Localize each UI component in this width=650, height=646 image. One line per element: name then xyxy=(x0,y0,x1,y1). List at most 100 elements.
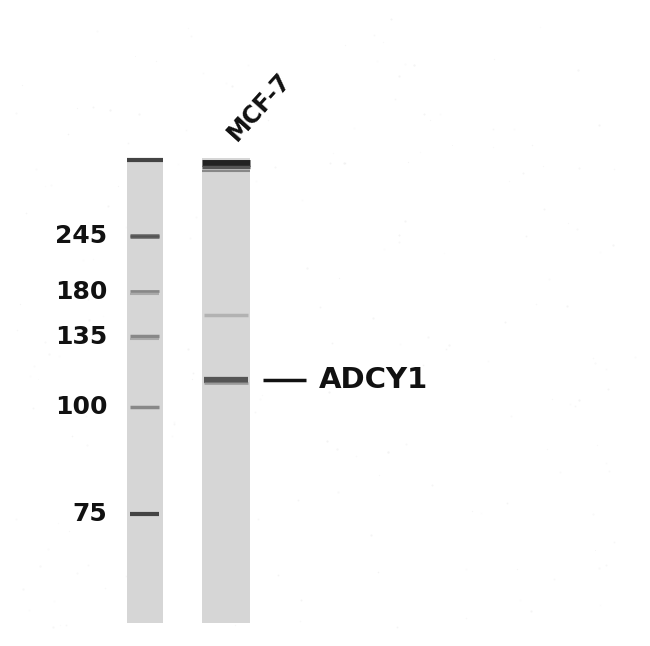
Point xyxy=(427,480,437,490)
Point xyxy=(20,207,31,218)
Point xyxy=(378,244,389,255)
Text: 245: 245 xyxy=(55,224,107,248)
Point xyxy=(296,194,307,205)
Point xyxy=(573,65,583,75)
Point xyxy=(84,315,94,325)
Point xyxy=(334,273,345,283)
Point xyxy=(17,79,27,90)
Point xyxy=(113,180,124,191)
Point xyxy=(378,37,388,47)
Point xyxy=(608,240,619,251)
Point xyxy=(24,371,34,381)
Point xyxy=(124,185,135,195)
Point xyxy=(103,201,113,211)
Point xyxy=(148,605,158,616)
Point xyxy=(461,613,471,623)
Point xyxy=(504,176,514,186)
Point xyxy=(424,114,435,125)
Point xyxy=(488,124,499,134)
Point xyxy=(467,506,477,516)
Point xyxy=(44,349,54,359)
Point xyxy=(183,344,194,355)
Point xyxy=(328,148,338,158)
Point xyxy=(53,517,64,528)
Point xyxy=(98,311,109,322)
Point xyxy=(595,599,605,610)
Point xyxy=(181,125,191,135)
Text: 75: 75 xyxy=(73,501,107,526)
Point xyxy=(332,486,343,497)
Text: MCF-7: MCF-7 xyxy=(223,68,296,145)
Point xyxy=(221,517,231,527)
Point xyxy=(220,78,231,89)
Text: 135: 135 xyxy=(55,325,107,349)
Point xyxy=(526,606,536,616)
Point xyxy=(232,190,242,200)
Point xyxy=(183,23,194,33)
Point xyxy=(187,374,197,384)
Point xyxy=(527,140,538,150)
Point xyxy=(64,526,75,536)
Point xyxy=(588,509,599,519)
Point xyxy=(443,340,454,351)
Point xyxy=(40,337,51,348)
Point xyxy=(81,410,92,421)
Point xyxy=(250,407,261,417)
Point xyxy=(296,595,307,605)
Text: 180: 180 xyxy=(55,280,107,304)
Point xyxy=(352,356,363,366)
Point xyxy=(81,440,92,450)
Point xyxy=(60,620,71,630)
Point xyxy=(242,396,252,406)
Point xyxy=(538,161,549,171)
Point xyxy=(563,217,573,227)
Point xyxy=(166,430,177,441)
Point xyxy=(151,455,161,466)
Point xyxy=(250,176,261,186)
Point xyxy=(512,563,522,574)
Point xyxy=(592,439,603,450)
Point xyxy=(489,54,499,64)
Point xyxy=(593,120,604,130)
Point xyxy=(302,263,313,273)
Point xyxy=(601,560,611,570)
Point xyxy=(294,616,305,626)
Point xyxy=(78,255,88,265)
Point xyxy=(510,123,520,134)
Point xyxy=(63,129,73,140)
Point xyxy=(555,467,566,477)
Point xyxy=(99,583,110,593)
Point xyxy=(608,164,619,174)
Point xyxy=(188,368,198,379)
Point xyxy=(18,583,28,594)
Point xyxy=(349,122,359,132)
Point xyxy=(461,564,471,574)
Point xyxy=(447,140,458,150)
Point xyxy=(327,338,337,348)
Point xyxy=(227,80,237,90)
Point xyxy=(340,40,350,50)
Point xyxy=(350,451,361,461)
Point xyxy=(366,530,376,540)
Point xyxy=(123,138,133,148)
Point xyxy=(541,444,552,455)
Point xyxy=(122,222,132,233)
Point xyxy=(521,231,532,242)
Point xyxy=(83,217,93,227)
Point xyxy=(272,570,283,580)
Point xyxy=(15,298,25,309)
Point xyxy=(539,204,549,214)
Point xyxy=(257,390,267,400)
Point xyxy=(531,298,541,309)
Point xyxy=(270,162,280,172)
Point xyxy=(394,236,404,247)
Point xyxy=(121,571,131,581)
Point xyxy=(34,560,45,570)
Point xyxy=(240,489,250,499)
Bar xyxy=(127,158,162,623)
Point xyxy=(439,247,449,258)
Point xyxy=(595,247,606,258)
Point xyxy=(630,352,640,362)
Point xyxy=(324,158,335,169)
Point xyxy=(48,596,58,607)
